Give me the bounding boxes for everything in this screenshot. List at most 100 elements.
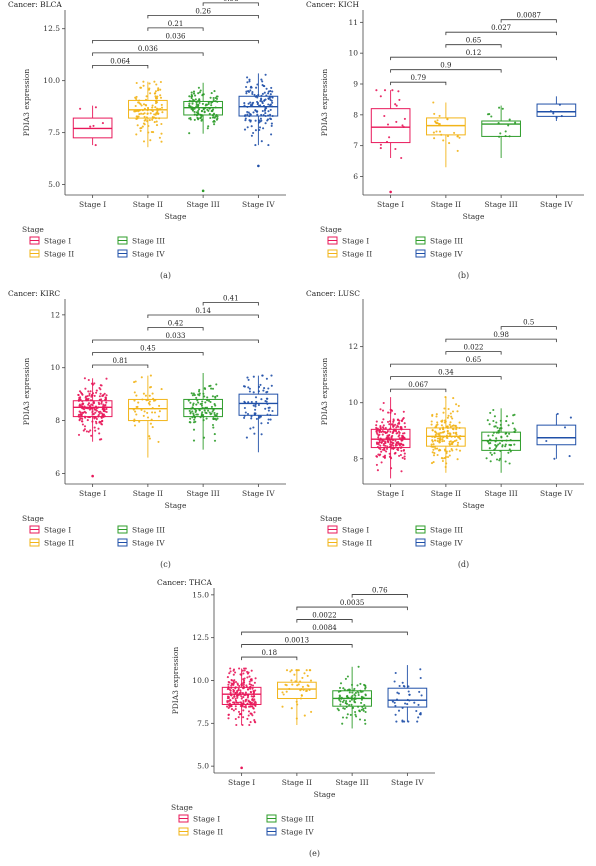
- data-point: [446, 135, 450, 138]
- data-point: [433, 137, 436, 140]
- data-point: [269, 108, 272, 111]
- data-point: [245, 436, 248, 439]
- legend-entry: Stage III: [117, 525, 165, 535]
- data-point: [396, 424, 399, 427]
- data-point: [297, 669, 300, 672]
- data-point: [234, 717, 237, 721]
- data-point: [245, 85, 248, 89]
- data-point: [254, 677, 257, 680]
- data-point: [256, 103, 259, 106]
- data-point: [431, 451, 434, 454]
- data-point: [248, 387, 251, 390]
- data-point: [148, 386, 152, 389]
- data-point: [498, 106, 501, 109]
- data-point: [230, 694, 233, 697]
- data-point: [388, 423, 391, 426]
- data-point: [494, 443, 497, 447]
- data-point: [134, 410, 137, 413]
- data-point: [97, 410, 100, 413]
- data-point: [261, 109, 264, 113]
- data-point: [261, 80, 264, 83]
- data-point: [133, 110, 136, 113]
- data-point: [141, 125, 144, 128]
- data-point: [400, 449, 403, 452]
- data-point: [260, 140, 263, 143]
- data-point: [436, 119, 439, 122]
- data-point: [230, 679, 234, 682]
- data-point: [207, 102, 210, 105]
- data-point: [434, 447, 437, 450]
- data-point: [375, 430, 378, 433]
- data-point: [195, 403, 198, 406]
- data-point: [139, 129, 142, 132]
- data-point: [445, 436, 448, 439]
- data-point: [451, 449, 454, 452]
- data-point: [513, 413, 516, 416]
- data-point: [354, 713, 357, 716]
- data-point: [504, 445, 507, 448]
- data-point: [305, 689, 308, 692]
- significance-bracket: [500, 19, 557, 23]
- data-point: [253, 432, 256, 435]
- x-tick-label: Stage II: [282, 778, 312, 787]
- significance-bracket: [390, 376, 502, 380]
- data-point: [213, 411, 216, 415]
- data-point: [135, 133, 138, 136]
- data-point: [143, 119, 146, 122]
- data-point: [394, 671, 397, 675]
- data-point: [251, 92, 254, 95]
- box-iqr: [277, 681, 317, 699]
- data-point: [339, 682, 343, 685]
- data-point: [346, 675, 349, 678]
- p-value-label: 0.064: [110, 57, 131, 65]
- data-point: [375, 455, 378, 458]
- data-point: [190, 93, 193, 96]
- data-point: [91, 413, 94, 416]
- data-point: [243, 416, 246, 419]
- data-point: [159, 80, 162, 84]
- data-point: [142, 392, 145, 395]
- data-point: [436, 423, 439, 426]
- x-tick-label: Stage IV: [391, 778, 424, 787]
- data-point: [205, 417, 208, 420]
- data-point: [247, 378, 250, 381]
- data-point: [151, 110, 154, 113]
- data-point: [357, 665, 360, 668]
- data-point: [490, 453, 493, 456]
- data-point: [379, 453, 382, 456]
- data-point: [310, 710, 313, 713]
- data-point: [157, 112, 160, 115]
- data-point: [382, 424, 385, 427]
- data-point: [392, 424, 395, 428]
- data-point: [391, 700, 394, 703]
- data-point: [485, 457, 488, 460]
- data-point: [377, 434, 380, 437]
- data-point: [159, 94, 162, 97]
- data-point: [248, 390, 251, 393]
- data-point: [394, 443, 397, 446]
- significance-bracket: [241, 656, 298, 661]
- data-point: [95, 422, 98, 425]
- data-point: [309, 679, 313, 682]
- data-point: [266, 118, 270, 121]
- legend-title: Stage: [320, 225, 342, 234]
- data-point: [457, 404, 460, 407]
- data-point: [249, 89, 252, 92]
- data-point: [492, 408, 495, 412]
- data-point: [213, 439, 217, 442]
- data-point: [342, 699, 345, 702]
- x-tick-label: Stage IV: [540, 489, 573, 498]
- data-point: [392, 418, 395, 421]
- data-point: [192, 92, 196, 95]
- data-point: [394, 439, 397, 442]
- data-point: [389, 441, 392, 444]
- data-point: [306, 674, 309, 677]
- data-point: [386, 434, 389, 437]
- data-point: [100, 400, 103, 403]
- legend-entry: Stage I: [178, 814, 220, 824]
- chart-svg-d: Cancer: LUSC 8 10 12 PDIA3 expression Stage I…: [306, 289, 584, 569]
- data-point: [191, 406, 194, 409]
- x-tick-label: Stage II: [133, 200, 163, 209]
- data-point: [140, 376, 143, 379]
- y-tick-label: 5.0: [197, 762, 209, 771]
